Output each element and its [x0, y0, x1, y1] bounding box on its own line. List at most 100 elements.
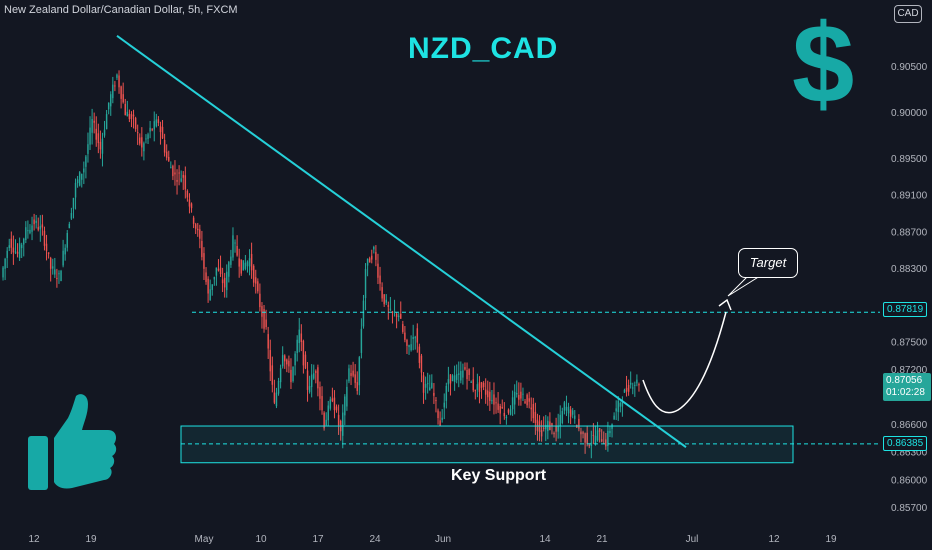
candle-body [594, 435, 597, 444]
candle-body [416, 328, 419, 343]
candlestick-series [2, 70, 640, 459]
candle-body [561, 411, 564, 424]
candle-body [95, 128, 97, 140]
last-price-tag: 0.87056 01:02:28 [883, 373, 931, 401]
candle-body [466, 370, 468, 380]
candle-body [47, 252, 50, 254]
candle-body [598, 428, 601, 432]
candle-body [518, 394, 520, 400]
x-tick-label: 12 [28, 534, 40, 545]
candle-body [122, 94, 124, 103]
thumbs-up-icon [28, 394, 117, 490]
candle-body [62, 250, 64, 266]
candle-body [78, 172, 81, 186]
candle-body [298, 329, 300, 344]
candle-body [25, 227, 27, 241]
candle-body [70, 213, 73, 219]
candle-body [497, 403, 499, 410]
candle-body [468, 369, 470, 375]
candle-body [346, 386, 348, 407]
x-tick-label: 12 [768, 534, 780, 545]
candle-body [555, 425, 557, 432]
candle-body [201, 240, 203, 258]
candle-body [613, 415, 615, 420]
candle-body [619, 402, 622, 407]
candle-body [592, 434, 595, 436]
candle-body [327, 405, 329, 421]
x-axis[interactable]: 12 19 May 10 17 24 Jun 14 21 Jul 12 19 [28, 534, 837, 545]
candle-body [261, 306, 263, 317]
candle-body [460, 371, 462, 381]
candle-body [362, 300, 365, 327]
candle-body [499, 406, 501, 414]
candle-body [443, 402, 445, 408]
candle-body [590, 442, 593, 446]
chart-overlays [116, 35, 880, 464]
candle-body [213, 276, 216, 280]
candle-body [609, 430, 611, 434]
candle-body [170, 167, 172, 169]
y-tick-label: 0.89500 [891, 154, 928, 165]
candle-body [578, 418, 580, 429]
candle-body [60, 270, 62, 281]
candle-body [433, 392, 435, 396]
candle-body [611, 424, 613, 429]
candle-body [68, 223, 71, 229]
candle-body [294, 353, 296, 366]
candle-body [319, 387, 321, 399]
candle-body [335, 406, 338, 411]
candle-body [252, 265, 255, 283]
candle-body [638, 384, 640, 386]
candle-body [45, 243, 48, 251]
candle-body [178, 172, 180, 174]
candle-body [188, 199, 191, 207]
candle-body [422, 375, 425, 393]
candle-body [277, 381, 280, 394]
candle-body [584, 433, 586, 443]
candle-body [491, 400, 493, 402]
candle-body [211, 284, 213, 290]
candle-body [103, 129, 106, 136]
symbol-title[interactable]: New Zealand Dollar/Canadian Dollar, 5h, … [4, 4, 238, 16]
candle-body [194, 224, 197, 229]
candle-body [542, 427, 545, 429]
candle-body [6, 250, 8, 258]
candle-body [366, 258, 369, 266]
candle-body [87, 144, 89, 154]
candle-body [482, 382, 485, 387]
candle-body [478, 382, 481, 392]
candle-body [464, 367, 466, 370]
candle-body [513, 391, 516, 405]
candle-body [161, 126, 164, 139]
candle-body [248, 258, 251, 267]
candle-body [74, 182, 77, 198]
candle-body [128, 113, 131, 120]
candle-body [281, 355, 284, 367]
candle-body [565, 406, 568, 411]
candle-body [29, 229, 31, 234]
candle-body [605, 439, 607, 447]
currency-badge[interactable]: CAD [894, 5, 922, 23]
candle-body [93, 120, 95, 123]
candle-body [130, 114, 133, 120]
candle-body [395, 313, 398, 318]
candle-body [18, 243, 21, 258]
candle-body [49, 257, 52, 269]
candle-body [151, 129, 153, 131]
candle-body [489, 391, 491, 401]
candle-body [273, 392, 276, 403]
y-tick-label: 0.89100 [891, 191, 928, 202]
candle-body [629, 382, 632, 385]
candle-body [217, 268, 220, 271]
candle-body [368, 258, 371, 263]
candle-body [530, 407, 532, 410]
candle-body [265, 319, 267, 328]
candle-body [203, 253, 205, 269]
candle-body [501, 407, 503, 409]
candle-body [306, 370, 309, 390]
x-tick-label: 14 [539, 534, 551, 545]
candle-body [391, 311, 394, 313]
candle-body [242, 260, 245, 271]
candle-body [35, 220, 37, 223]
